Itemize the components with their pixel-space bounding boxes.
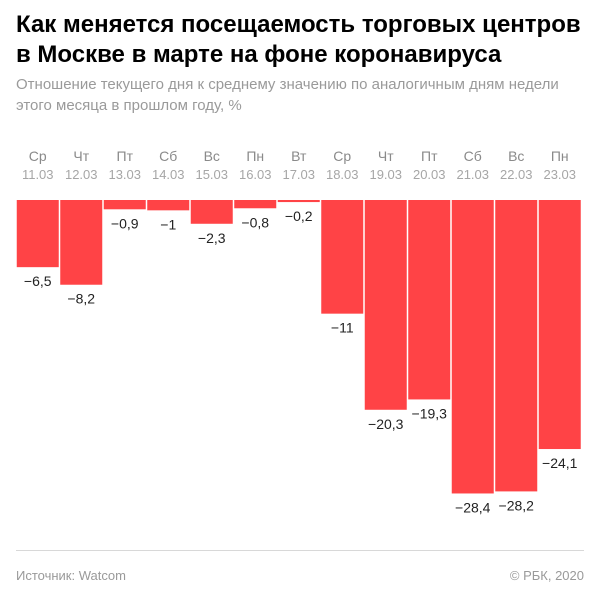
- bar: [495, 200, 538, 492]
- bar: [408, 200, 451, 400]
- x-tick-weekday: Пн: [246, 148, 264, 164]
- x-tick-weekday: Вс: [204, 148, 220, 164]
- bar: [364, 200, 407, 410]
- data-label: −6,5: [24, 273, 52, 289]
- source-note: Источник: Watcom: [16, 568, 126, 583]
- chart-title: Как меняется посещаемость торговых центр…: [16, 11, 581, 68]
- x-tick-date: 11.03: [22, 167, 54, 182]
- x-tick-date: 23.03: [543, 167, 576, 182]
- data-label: −1: [160, 216, 176, 232]
- data-label: −11: [331, 320, 354, 336]
- data-label: −28,4: [455, 499, 491, 515]
- x-tick-weekday: Ср: [333, 148, 351, 164]
- x-tick-weekday: Чт: [378, 148, 394, 164]
- chart-subtitle: Отношение текущего дня к среднему значен…: [16, 76, 559, 114]
- bar: [190, 200, 233, 224]
- data-label: −28,2: [499, 497, 535, 513]
- x-tick-date: 18.03: [326, 167, 359, 182]
- bar: [16, 200, 59, 268]
- x-tick-date: 14.03: [152, 167, 185, 182]
- data-label: −0,9: [111, 215, 139, 231]
- x-tick-date: 15.03: [195, 167, 228, 182]
- x-tick-weekday: Чт: [73, 148, 89, 164]
- x-tick-date: 20.03: [413, 167, 446, 182]
- bar: [147, 200, 190, 211]
- x-tick-date: 21.03: [456, 167, 489, 182]
- x-tick-weekday: Пт: [421, 148, 438, 164]
- data-label: −24,1: [542, 455, 578, 471]
- data-label: −2,3: [198, 230, 226, 246]
- data-label: −20,3: [368, 416, 404, 432]
- bar-chart: Ср 11.03 −6,5 Чт 12.03 −8,2 Пт 13.03 −0,9 Сб 14.03…: [16, 148, 581, 515]
- bar: [538, 200, 581, 450]
- data-label: −0,2: [285, 208, 313, 224]
- x-tick-weekday: Ср: [29, 148, 47, 164]
- data-label: −8,2: [67, 291, 95, 307]
- x-tick-weekday: Сб: [159, 148, 177, 164]
- footer-divider: [16, 550, 584, 551]
- x-tick-date: 16.03: [239, 167, 272, 182]
- x-tick-date: 17.03: [282, 167, 315, 182]
- data-label: −0,8: [241, 214, 269, 230]
- bar: [103, 200, 146, 210]
- x-tick-date: 22.03: [500, 167, 533, 182]
- copyright-note: © РБК, 2020: [509, 568, 584, 583]
- bar: [277, 200, 320, 203]
- bar: [234, 200, 277, 209]
- x-tick-weekday: Пт: [117, 148, 134, 164]
- data-label: −19,3: [412, 405, 448, 421]
- bar: [451, 200, 494, 494]
- x-tick-weekday: Сб: [464, 148, 482, 164]
- bar: [321, 200, 364, 314]
- x-tick-date: 12.03: [65, 167, 98, 182]
- x-tick-date: 19.03: [369, 167, 402, 182]
- x-tick-weekday: Вс: [508, 148, 524, 164]
- x-tick-weekday: Вт: [291, 148, 307, 164]
- x-tick-date: 13.03: [108, 167, 141, 182]
- bar: [60, 200, 103, 285]
- x-tick-weekday: Пн: [551, 148, 569, 164]
